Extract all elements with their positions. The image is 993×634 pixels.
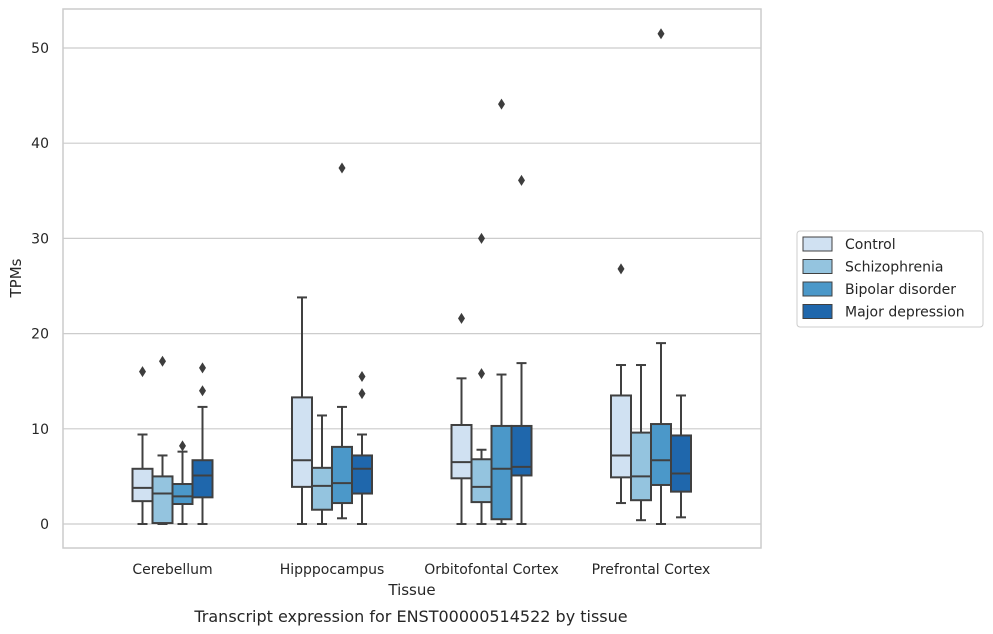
outlier-point bbox=[498, 98, 505, 110]
x-axis-label: Tissue bbox=[387, 581, 435, 599]
outlier-point bbox=[199, 385, 206, 397]
outlier-point bbox=[478, 368, 485, 380]
chart-caption: Transcript expression for ENST0000051452… bbox=[193, 607, 627, 626]
box-iqr bbox=[151, 475, 174, 525]
box-iqr bbox=[351, 454, 373, 495]
x-axis-ticks: Cerebellum Hipppocampus Orbitofontal Corte… bbox=[132, 562, 710, 578]
legend-label: Bipolar disorder bbox=[845, 282, 956, 298]
outlier-point bbox=[358, 370, 366, 382]
box-major-depression bbox=[510, 174, 533, 525]
box-bipolar-disorder bbox=[650, 28, 672, 525]
x-tick-label: Orbitofontal Cortex bbox=[424, 562, 559, 578]
y-tick-label: 0 bbox=[40, 517, 49, 533]
x-tick-label: Hipppocampus bbox=[280, 562, 385, 578]
box-iqr bbox=[291, 396, 313, 488]
outlier-point bbox=[657, 28, 665, 40]
outlier-point bbox=[478, 232, 485, 244]
box-iqr bbox=[470, 458, 493, 504]
box-bipolar-disorder bbox=[331, 162, 353, 520]
box-iqr bbox=[191, 459, 214, 499]
box-iqr bbox=[131, 467, 154, 503]
box-control bbox=[291, 296, 313, 525]
outlier-point bbox=[458, 312, 465, 324]
outlier-point bbox=[358, 388, 366, 400]
outlier-point bbox=[617, 263, 625, 275]
box-bipolar-disorder bbox=[490, 98, 513, 525]
x-tick-label: Prefrontal Cortex bbox=[592, 562, 711, 578]
y-tick-label: 20 bbox=[31, 327, 49, 343]
outlier-point bbox=[179, 440, 186, 452]
box-iqr bbox=[331, 445, 353, 505]
y-tick-label: 30 bbox=[31, 231, 49, 247]
box-iqr bbox=[171, 483, 194, 506]
y-tick-label: 50 bbox=[31, 41, 49, 57]
legend-label: Control bbox=[845, 237, 896, 253]
legend-label: Schizophrenia bbox=[845, 260, 943, 276]
box-control bbox=[610, 263, 632, 505]
legend-frame bbox=[796, 230, 984, 328]
legend: Control Schizophrenia Bipolar disorder Majo… bbox=[796, 230, 984, 328]
box-schizophrenia bbox=[470, 232, 493, 525]
outlier-point bbox=[139, 366, 146, 378]
box-major-depression bbox=[351, 370, 373, 525]
outlier-point bbox=[159, 355, 166, 367]
box-major-depression bbox=[670, 394, 692, 519]
box-iqr bbox=[311, 466, 333, 511]
legend-swatch bbox=[802, 281, 833, 297]
legend-swatch bbox=[802, 304, 833, 319]
box-groups bbox=[131, 28, 692, 525]
box-iqr bbox=[610, 394, 632, 479]
x-tick-label: Cerebellum bbox=[132, 562, 212, 578]
outlier-point bbox=[518, 174, 525, 186]
outlier-point bbox=[338, 162, 346, 174]
box-iqr bbox=[630, 431, 652, 502]
box-iqr bbox=[510, 424, 533, 477]
legend-swatch bbox=[802, 259, 833, 274]
box-iqr bbox=[670, 434, 692, 493]
y-tick-label: 40 bbox=[31, 136, 49, 152]
box-iqr bbox=[450, 423, 473, 480]
y-axis-ticks: 0 10 20 30 40 50 bbox=[31, 41, 49, 533]
y-tick-label: 10 bbox=[31, 422, 49, 438]
box-bipolar-disorder bbox=[171, 440, 194, 525]
box-major-depression bbox=[191, 362, 214, 525]
outlier-point bbox=[199, 362, 206, 374]
box-iqr bbox=[650, 423, 672, 486]
box-iqr bbox=[490, 424, 513, 521]
box-control bbox=[450, 312, 473, 525]
y-axis-label: TPMs bbox=[7, 258, 25, 298]
legend-swatch bbox=[802, 236, 833, 252]
legend-label: Major depression bbox=[845, 305, 965, 321]
